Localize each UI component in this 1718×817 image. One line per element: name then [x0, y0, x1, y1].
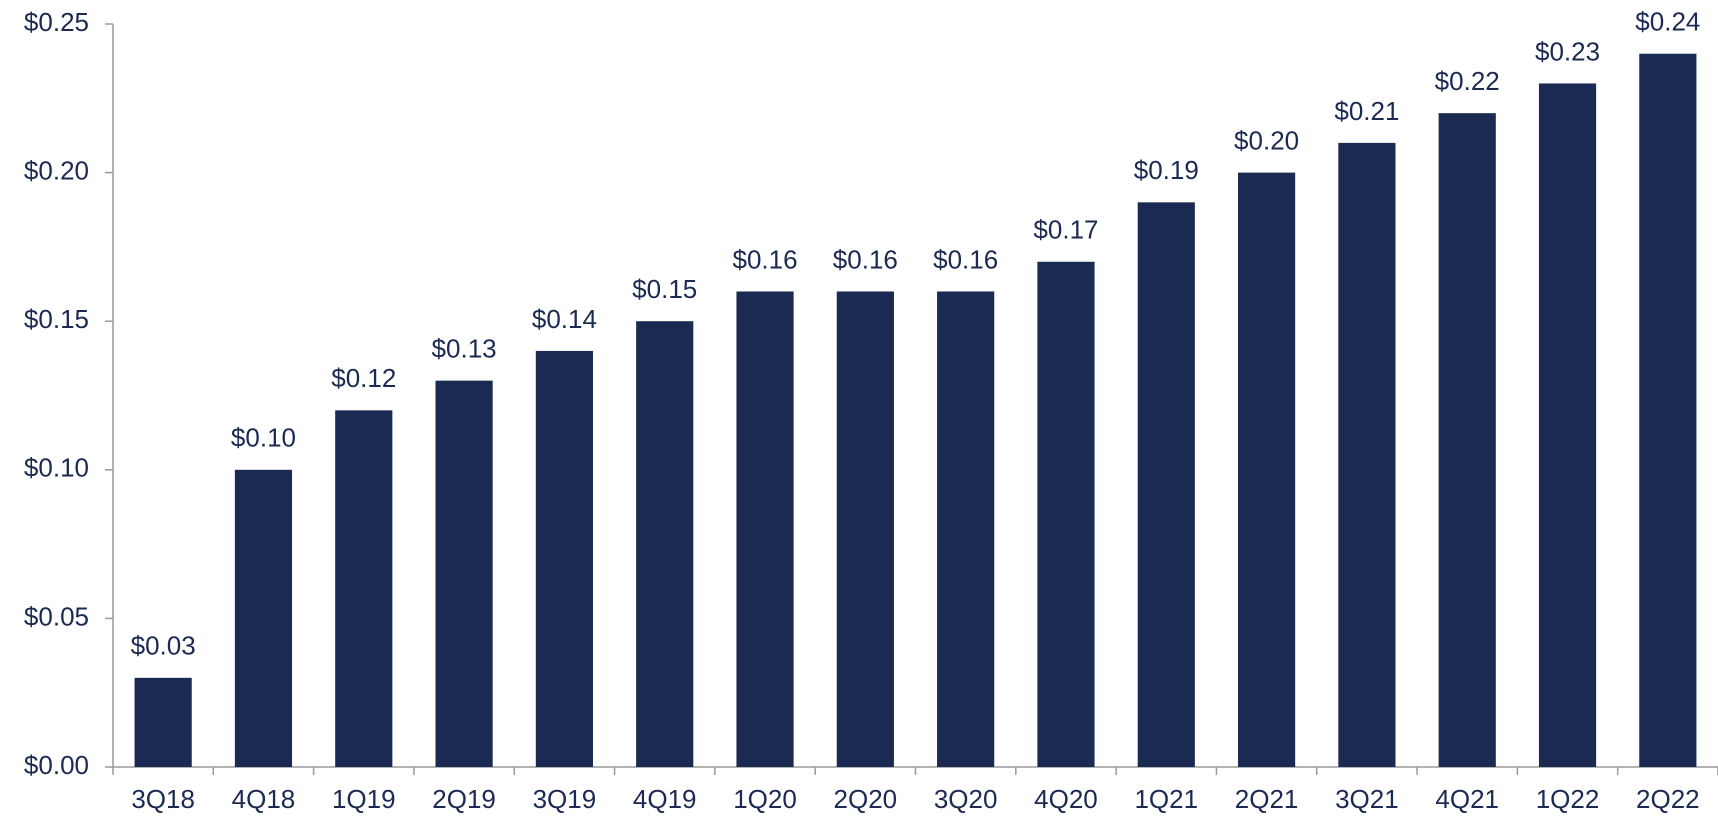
data-label: $0.20	[1234, 125, 1299, 155]
bar	[234, 469, 293, 767]
y-tick-label: $0.05	[24, 601, 89, 631]
y-tick-label: $0.15	[24, 304, 89, 334]
data-label: $0.14	[532, 304, 597, 334]
data-label: $0.23	[1535, 36, 1600, 66]
bar	[1238, 172, 1296, 768]
y-tick-label: $0.10	[24, 453, 89, 483]
data-label: $0.16	[933, 244, 998, 274]
x-tick-label: 1Q21	[1134, 784, 1198, 814]
y-tick-label: $0.00	[24, 750, 89, 780]
x-tick-label: 1Q20	[733, 784, 797, 814]
x-tick-label: 2Q19	[432, 784, 496, 814]
bar	[836, 291, 894, 767]
x-tick-label: 1Q22	[1536, 784, 1600, 814]
x-tick-label: 4Q20	[1034, 784, 1098, 814]
data-label: $0.15	[632, 274, 697, 304]
bar	[736, 291, 794, 767]
y-tick-label: $0.20	[24, 155, 89, 185]
bar	[134, 677, 192, 767]
x-tick-label: 4Q21	[1435, 784, 1499, 814]
bar	[1438, 113, 1496, 767]
x-tick-label: 3Q20	[934, 784, 998, 814]
bar	[1137, 202, 1195, 767]
bar	[535, 350, 593, 767]
data-label: $0.03	[131, 631, 196, 661]
x-tick-label: 2Q20	[834, 784, 898, 814]
data-label: $0.17	[1033, 215, 1098, 245]
x-tick-label: 3Q18	[131, 784, 195, 814]
x-tick-label: 4Q19	[633, 784, 697, 814]
data-label: $0.16	[732, 244, 797, 274]
bar	[1037, 261, 1095, 767]
x-tick-label: 4Q18	[232, 784, 296, 814]
bar	[1639, 53, 1697, 768]
bar	[1338, 142, 1396, 767]
x-tick-label: 1Q19	[332, 784, 396, 814]
x-tick-label: 2Q21	[1235, 784, 1299, 814]
data-label: $0.19	[1134, 155, 1199, 185]
data-label: $0.22	[1435, 66, 1500, 96]
bar	[335, 410, 393, 767]
data-label: $0.16	[833, 244, 898, 274]
bar	[636, 321, 694, 767]
data-label: $0.21	[1334, 96, 1399, 126]
x-tick-label: 3Q21	[1335, 784, 1399, 814]
data-label: $0.12	[331, 363, 396, 393]
y-tick-label: $0.25	[24, 7, 89, 37]
x-tick-label: 3Q19	[533, 784, 597, 814]
bar	[937, 291, 995, 767]
x-tick-label: 2Q22	[1636, 784, 1700, 814]
data-label: $0.24	[1635, 7, 1700, 37]
bar	[1538, 83, 1597, 767]
data-label: $0.10	[231, 423, 296, 453]
data-label: $0.13	[432, 334, 497, 364]
bar	[435, 380, 493, 767]
